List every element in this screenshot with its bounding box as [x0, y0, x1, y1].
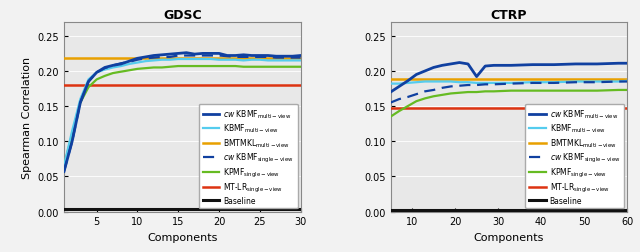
Legend: $cw$ KBMF$_{\mathregular{multi-view}}$, KBMF$_{\mathregular{multi-view}}$, BMTMK: $cw$ KBMF$_{\mathregular{multi-view}}$, … — [199, 104, 298, 209]
Title: CTRP: CTRP — [491, 9, 527, 21]
Y-axis label: Spearman Correlation: Spearman Correlation — [22, 56, 32, 178]
X-axis label: Components: Components — [474, 232, 544, 242]
Legend: $cw$ KBMF$_{\mathregular{multi-view}}$, KBMF$_{\mathregular{multi-view}}$, BMTMK: $cw$ KBMF$_{\mathregular{multi-view}}$, … — [525, 104, 624, 209]
Title: GDSC: GDSC — [163, 9, 202, 21]
X-axis label: Components: Components — [147, 232, 218, 242]
